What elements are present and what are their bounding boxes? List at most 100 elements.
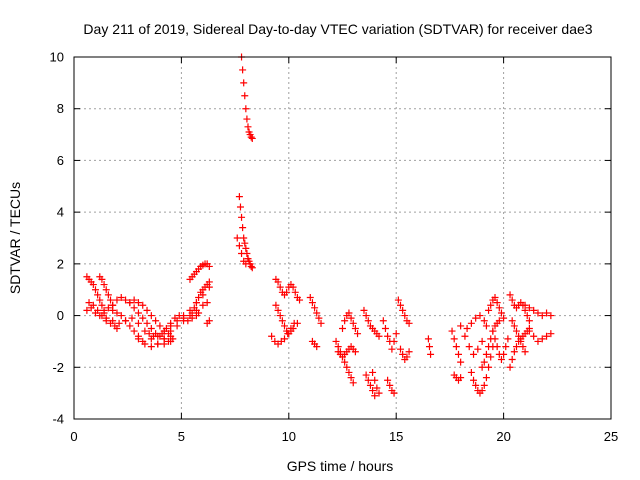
x-tick-label: 25 [604, 429, 618, 444]
data-point [384, 332, 392, 340]
y-tick-label: 0 [57, 308, 64, 323]
series-arc_14.6_14.9 [384, 376, 398, 397]
y-axis-label: SDTVAR / TECUs [7, 182, 23, 294]
data-point [100, 281, 108, 289]
data-point [291, 288, 299, 296]
data-point [461, 332, 469, 340]
series-arc_17.7_18.0_low [450, 371, 465, 384]
data-point [480, 381, 488, 389]
data-point [538, 335, 546, 343]
data-point [343, 363, 351, 371]
data-point [238, 250, 246, 258]
data-point [493, 343, 501, 351]
series-arc_5.5_6.3_b [188, 278, 213, 317]
data-point [521, 348, 529, 356]
data-point [530, 306, 538, 314]
data-point [139, 314, 147, 322]
data-point [510, 322, 518, 330]
data-point [517, 337, 525, 345]
data-point [534, 337, 542, 345]
data-point [457, 358, 465, 366]
series-arc_11.1_11.3 [308, 337, 321, 351]
data-point [381, 325, 389, 332]
data-point [313, 309, 321, 317]
data-point [515, 332, 523, 340]
plot-frame [73, 56, 612, 420]
data-point [371, 376, 379, 384]
data-point [296, 296, 304, 304]
y-tick-label: -2 [52, 360, 64, 375]
data-point [109, 301, 117, 309]
data-point [508, 356, 516, 364]
data-point [91, 286, 99, 294]
data-point [487, 353, 495, 361]
data-point [195, 309, 203, 317]
data-point [482, 374, 490, 382]
data-point [360, 306, 368, 314]
data-point [238, 213, 246, 221]
data-point [281, 322, 289, 330]
data-point [167, 322, 175, 330]
data-point [287, 325, 295, 332]
data-point [489, 327, 497, 335]
data-point [235, 193, 243, 201]
data-point [405, 319, 413, 327]
data-point [341, 358, 349, 366]
data-point [525, 327, 533, 335]
data-point [399, 350, 407, 358]
data-point [493, 299, 501, 307]
data-point [448, 327, 456, 335]
data-point [139, 301, 147, 309]
data-point [457, 374, 465, 382]
data-point [199, 301, 207, 309]
series-arc_12.5_13.2 [339, 309, 362, 338]
x-axis-label: GPS time / hours [287, 458, 394, 474]
series-pt_6.2_6.3 [203, 317, 213, 327]
series-arc_13.5_14.2 [360, 306, 383, 340]
series-arc_11.0_11.5 [306, 293, 325, 327]
x-tick-label: 0 [70, 429, 77, 444]
series-arc_20.3_21.2 [506, 291, 533, 325]
series-arc_15.1_15.6 [394, 296, 413, 327]
data-point [379, 317, 387, 325]
data-point [274, 306, 282, 314]
data-point [519, 343, 527, 351]
data-point [465, 343, 473, 351]
series-arc_18.0_19.0 [457, 322, 486, 358]
y-tick-label: 2 [57, 256, 64, 271]
data-point [313, 343, 321, 351]
series-arc_12.3_13.1 [334, 343, 359, 361]
data-point [141, 327, 149, 335]
y-tick-label: -4 [52, 412, 64, 427]
data-point [94, 306, 102, 314]
data-point [130, 304, 138, 312]
series-arc_7.8_8.2_hi [238, 53, 256, 142]
data-point [235, 242, 243, 250]
x-tick-label: 15 [389, 429, 403, 444]
data-point [375, 389, 383, 397]
data-point [454, 350, 462, 358]
data-point [543, 309, 551, 317]
data-point [240, 234, 248, 242]
data-point [500, 350, 508, 358]
data-point [236, 203, 244, 211]
data-point [502, 343, 510, 351]
data-point [364, 376, 372, 384]
series-arc_13.9_14.2 [369, 368, 383, 397]
data-point [134, 309, 142, 317]
data-point [341, 317, 349, 325]
data-point [113, 296, 121, 304]
data-point [104, 291, 112, 299]
series-arc_9.4_10.5 [272, 275, 304, 304]
data-point [239, 66, 247, 74]
series-arc_13.6_14.0 [362, 371, 379, 400]
data-point [143, 319, 151, 327]
data-point [102, 314, 110, 322]
data-point [122, 296, 130, 304]
data-point [293, 319, 301, 327]
data-point [538, 312, 546, 320]
data-point [85, 299, 93, 307]
data-point [184, 317, 192, 325]
series-arc_5.4_6.3_a [186, 260, 213, 283]
